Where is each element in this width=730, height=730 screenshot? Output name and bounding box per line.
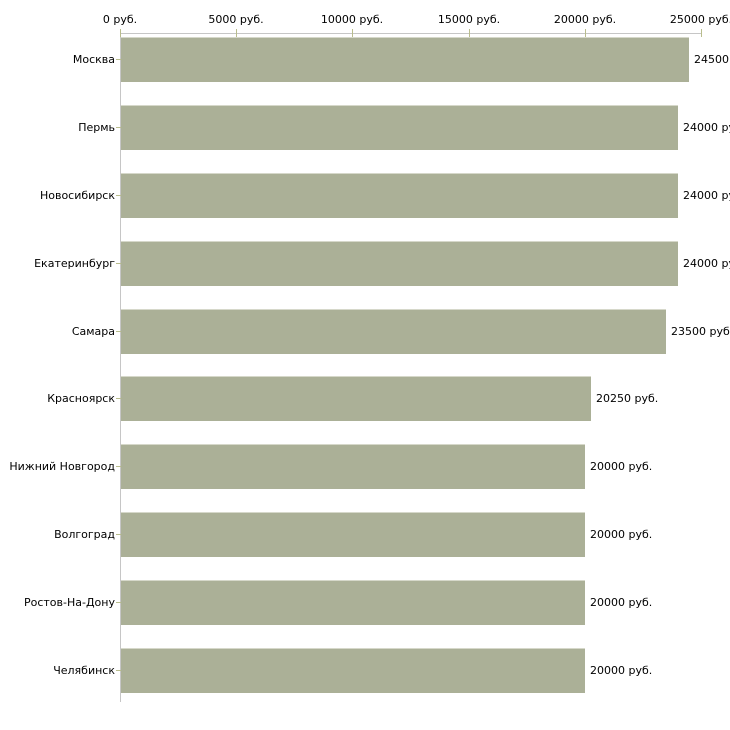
category-label: Екатеринбург [34, 257, 115, 270]
value-bar [121, 580, 585, 625]
chart-row: Челябинск 20000 руб. [0, 648, 730, 693]
x-axis-tick-mark [352, 29, 353, 37]
value-bar [121, 309, 666, 354]
category-tick-mark [116, 466, 121, 467]
value-label: 20000 руб. [590, 664, 653, 677]
category-tick-mark [116, 534, 121, 535]
category-label: Пермь [78, 121, 115, 134]
chart-row: Нижний Новгород 20000 руб. [0, 444, 730, 489]
value-label: 24000 руб. [683, 189, 730, 202]
chart-row: Екатеринбург 24000 руб. [0, 241, 730, 286]
value-bar [121, 37, 689, 82]
value-bar [121, 173, 678, 218]
chart-row: Москва 24500 руб. [0, 37, 730, 82]
y-axis-line [120, 33, 121, 702]
value-bar [121, 105, 678, 150]
chart-row: Волгоград 20000 руб. [0, 512, 730, 557]
category-tick-mark [116, 59, 121, 60]
category-label: Челябинск [53, 664, 115, 677]
chart-row: Красноярск 20250 руб. [0, 376, 730, 421]
category-label: Волгоград [54, 528, 115, 541]
category-tick-mark [116, 263, 121, 264]
x-axis-tick-mark [236, 29, 237, 37]
value-label: 24500 руб. [694, 53, 730, 66]
value-bar [121, 444, 585, 489]
value-label: 23500 руб. [671, 325, 730, 338]
value-label: 24000 руб. [683, 257, 730, 270]
value-label: 24000 руб. [683, 121, 730, 134]
category-label: Москва [72, 53, 115, 66]
x-axis-tick-label: 15000 руб. [437, 13, 501, 26]
x-axis-tick-label: 25000 руб. [669, 13, 730, 26]
value-label: 20250 руб. [596, 392, 659, 405]
value-bar [121, 648, 585, 693]
x-axis-tick-label: 5000 руб. [208, 13, 264, 26]
x-axis-line [120, 33, 702, 34]
category-label: Самара [71, 325, 115, 338]
category-label: Новосибирск [39, 189, 115, 202]
x-axis-tick-label: 10000 руб. [320, 13, 384, 26]
value-label: 20000 руб. [590, 528, 653, 541]
value-bar [121, 376, 591, 421]
category-label: Красноярск [47, 392, 115, 405]
category-tick-mark [116, 195, 121, 196]
category-tick-mark [116, 398, 121, 399]
value-bar [121, 512, 585, 557]
chart-row: Ростов-На-Дону 20000 руб. [0, 580, 730, 625]
x-axis-tick-mark [120, 29, 121, 37]
chart-row: Самара 23500 руб. [0, 309, 730, 354]
chart-row: Новосибирск 24000 руб. [0, 173, 730, 218]
x-axis-tick-mark [585, 29, 586, 37]
x-axis-tick-label: 20000 руб. [553, 13, 617, 26]
category-tick-mark [116, 127, 121, 128]
value-label: 20000 руб. [590, 460, 653, 473]
value-label: 20000 руб. [590, 596, 653, 609]
category-label: Ростов-На-Дону [23, 596, 115, 609]
category-label: Нижний Новгород [9, 460, 115, 473]
x-axis-tick-label: 0 руб. [102, 13, 138, 26]
x-axis-tick-mark [701, 29, 702, 37]
chart-row: Пермь 24000 руб. [0, 105, 730, 150]
category-tick-mark [116, 331, 121, 332]
x-axis-tick-mark [469, 29, 470, 37]
category-tick-mark [116, 670, 121, 671]
value-bar [121, 241, 678, 286]
category-tick-mark [116, 602, 121, 603]
